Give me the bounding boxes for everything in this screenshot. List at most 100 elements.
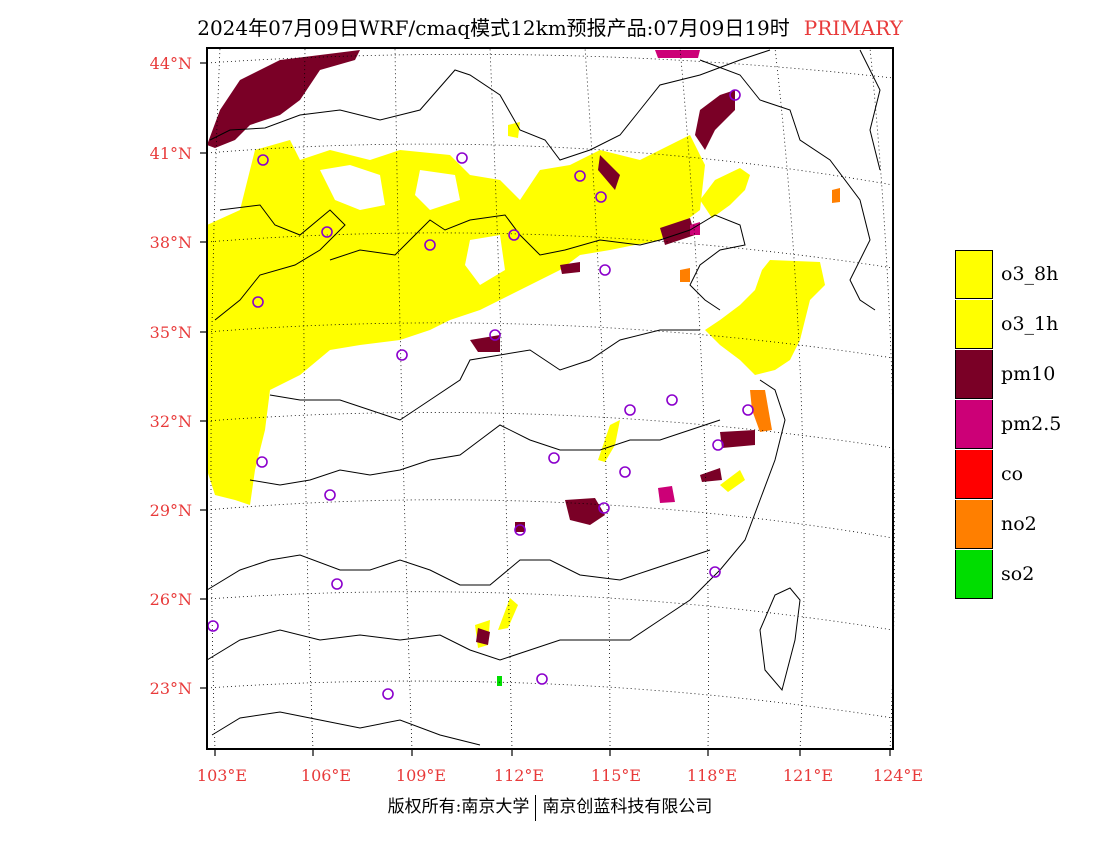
lon-label: 106°E (301, 766, 351, 785)
station-marker (712, 439, 724, 451)
station-marker (396, 349, 408, 361)
lat-label: 26°N (150, 590, 192, 609)
pm10-patch-7 (476, 628, 490, 645)
lon-label: 118°E (687, 766, 737, 785)
station-marker (252, 296, 264, 308)
station-marker (536, 673, 548, 685)
legend-swatch (955, 249, 993, 299)
footer-left: 版权所有:南京大学 (387, 797, 530, 817)
legend-swatch (955, 299, 993, 349)
lon-label: 121°E (783, 766, 833, 785)
legend-item-o3-8h: o3_8h (955, 249, 1061, 299)
lon-label: 112°E (494, 766, 544, 785)
station-marker (742, 404, 754, 416)
o3-field-east (705, 260, 825, 375)
lat-label: 29°N (150, 501, 192, 520)
pm10-patch-6 (598, 155, 620, 190)
legend-swatch (955, 349, 993, 399)
station-marker (257, 154, 269, 166)
legend: o3_8h o3_1h pm10 pm2.5 co no2 so2 (955, 249, 1061, 599)
lon-label: 103°E (197, 766, 247, 785)
station-marker (619, 466, 631, 478)
station-marker (456, 152, 468, 164)
no2-patch-1 (750, 390, 772, 432)
pm10-patch-4 (470, 335, 500, 352)
lat-axis (200, 62, 207, 689)
o3-field-west (207, 135, 705, 505)
station-marker (489, 329, 501, 341)
pollution-fields (207, 50, 840, 686)
lon-labels: 103°E 106°E 109°E 112°E 115°E 118°E 121°… (197, 766, 923, 785)
station-marker (624, 404, 636, 416)
station-marker (548, 452, 560, 464)
legend-swatch (955, 499, 993, 549)
o3-patch-1 (598, 420, 620, 462)
lat-label: 41°N (150, 144, 192, 163)
station-marker (508, 229, 520, 241)
pm10-patch-5 (660, 218, 695, 245)
legend-label: o3_1h (1001, 313, 1059, 335)
no2-patch-2 (832, 188, 840, 203)
o3-patch-5 (508, 122, 520, 138)
station-marker (256, 456, 268, 468)
title-main: 2024年07月09日WRF/cmaq模式12km预报产品:07月09日19时 (197, 16, 790, 40)
o3-hole-1 (320, 165, 385, 210)
graticule (206, 47, 895, 751)
station-marker (666, 394, 678, 406)
map-title: 2024年07月09日WRF/cmaq模式12km预报产品:07月09日19时 P… (0, 12, 1100, 41)
station-marker (324, 489, 336, 501)
o3-hole-3 (465, 235, 505, 285)
lon-label: 109°E (396, 766, 446, 785)
legend-label: no2 (1001, 513, 1037, 535)
lon-label: 115°E (591, 766, 641, 785)
station-markers (207, 89, 754, 700)
station-marker (709, 566, 721, 578)
pm10-patch-1 (565, 498, 605, 525)
station-marker (574, 170, 586, 182)
station-marker (331, 578, 343, 590)
lat-label: 23°N (150, 679, 192, 698)
o3-hole-2 (415, 170, 460, 210)
legend-item-so2: so2 (955, 549, 1061, 599)
lat-label: 44°N (150, 54, 192, 73)
legend-label: pm10 (1001, 363, 1056, 385)
pm25-patch-1 (658, 486, 675, 503)
pm10-field-ne (695, 90, 735, 150)
legend-label: o3_8h (1001, 263, 1059, 285)
so2-patch-1 (497, 676, 502, 686)
legend-label: pm2.5 (1001, 413, 1062, 435)
legend-swatch (955, 449, 993, 499)
lat-label: 32°N (150, 412, 192, 431)
legend-label: co (1001, 463, 1024, 485)
station-marker (598, 502, 610, 514)
lat-label: 35°N (150, 323, 192, 342)
station-marker (729, 89, 741, 101)
legend-item-pm25: pm2.5 (955, 399, 1061, 449)
station-marker (514, 524, 526, 536)
lat-label: 38°N (150, 233, 192, 252)
o3-patch-4 (720, 470, 745, 492)
legend-item-pm10: pm10 (955, 349, 1061, 399)
legend-item-o3-1h: o3_1h (955, 299, 1061, 349)
pm10-patch-9 (515, 522, 525, 532)
o3-field-ne (700, 168, 750, 218)
map-frame (206, 47, 894, 750)
pm25-patch-2 (655, 50, 700, 58)
station-marker (424, 239, 436, 251)
footer-separator (535, 794, 537, 821)
pm10-patch-2 (700, 468, 722, 482)
legend-swatch (955, 399, 993, 449)
station-marker (207, 620, 219, 632)
station-marker (599, 264, 611, 276)
station-marker (595, 191, 607, 203)
footer-right: 南京创蓝科技有限公司 (542, 797, 713, 817)
province-boundaries (206, 49, 881, 746)
title-tag: PRIMARY (803, 16, 903, 40)
pm10-field-nw (207, 50, 360, 148)
legend-swatch (955, 549, 993, 599)
copyright-footer: 版权所有:南京大学 南京创蓝科技有限公司 (0, 792, 1100, 821)
pm10-patch-8 (560, 262, 580, 274)
lon-axis (214, 749, 891, 756)
lat-labels: 44°N 41°N 38°N 35°N 32°N 29°N 26°N 23°N (150, 54, 192, 698)
